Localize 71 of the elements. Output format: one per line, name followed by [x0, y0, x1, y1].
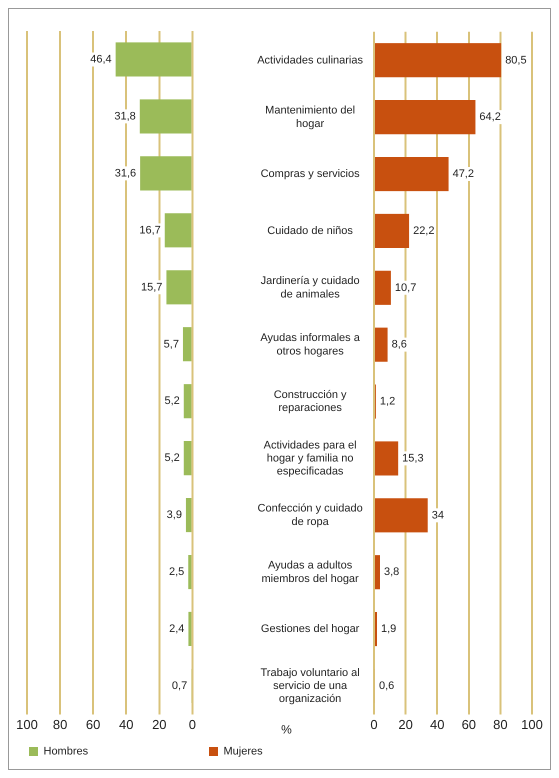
bar: [188, 612, 192, 646]
y-tick-label: Gestiones del hogar: [260, 623, 360, 636]
y-tick-label: Compras y servicios: [260, 168, 360, 180]
data-label: 16,7: [139, 224, 161, 236]
x-tick-label: 60: [86, 716, 100, 732]
x-axis-title: %: [281, 722, 292, 737]
bar: [375, 156, 449, 192]
x-tick-label: 80: [52, 716, 68, 732]
x-tick-label: 40: [430, 716, 444, 732]
y-tick-label: Trabajo voluntario al servicio de una organización: [260, 666, 360, 706]
data-label: 0,6: [378, 680, 394, 692]
bar: [375, 441, 398, 476]
data-label: 1,2: [380, 396, 396, 408]
x-tick-label: 100: [16, 716, 38, 732]
data-label: 10,7: [394, 282, 416, 294]
bar: [375, 100, 476, 134]
bar: [375, 270, 391, 305]
data-label: 46,4: [90, 54, 112, 66]
y-tick-label: Actividades para el hogar y familia no especificadas: [264, 439, 357, 478]
data-label: 64,2: [479, 111, 501, 124]
bar: [184, 384, 192, 418]
bar: [184, 441, 192, 476]
data-label: 15,3: [402, 452, 424, 464]
bar: [186, 498, 192, 532]
bar: [140, 156, 192, 190]
data-label: 22,2: [413, 224, 434, 237]
x-tick-label: 0: [188, 716, 196, 732]
data-label: 15,7: [141, 281, 162, 294]
data-label: 1,9: [381, 623, 396, 636]
data-label: 5,2: [164, 395, 180, 408]
data-label: 0,7: [172, 680, 188, 692]
y-tick-label: Ayudas a adultos miembros del hogar: [262, 560, 360, 585]
bar: [375, 498, 428, 532]
bar: [116, 42, 192, 77]
y-tick-label: Confección y cuidado de ropa: [258, 502, 363, 528]
bar: [188, 554, 192, 590]
bar: [375, 328, 388, 362]
bar: [166, 270, 192, 304]
y-tick-label: Ayudas informales a otros hogares: [260, 332, 361, 358]
x-tick-label: 40: [118, 716, 134, 732]
legend-label: Mujeres: [224, 746, 264, 758]
x-tick-label: 100: [521, 716, 543, 732]
bar: [375, 555, 380, 590]
y-tick-label: Cuidado de niños: [267, 224, 354, 237]
y-tick-label: Jardinería y cuidado de animales: [260, 275, 360, 300]
data-label: 3,8: [384, 566, 400, 578]
x-tick-label: 20: [398, 716, 413, 732]
data-label: 34: [432, 509, 444, 522]
data-label: 80,5: [505, 54, 527, 66]
bar: [375, 214, 410, 248]
data-label: 3,9: [166, 509, 182, 522]
data-label: 31,6: [114, 167, 136, 180]
bar: [182, 327, 192, 362]
data-label: 5,2: [164, 452, 180, 464]
bar: [164, 213, 192, 248]
y-tick-label: Actividades culinarias: [257, 54, 364, 66]
x-tick-label: 80: [493, 716, 508, 732]
data-label: 8,6: [392, 338, 407, 351]
y-tick-label: Construcción y reparaciones: [274, 388, 347, 414]
y-tick-label: Mantenimiento del hogar: [265, 104, 356, 130]
data-label: 5,7: [164, 338, 179, 350]
data-label: 47,2: [452, 168, 474, 180]
x-tick-label: 20: [152, 716, 167, 732]
x-tick-label: 0: [370, 716, 378, 732]
legend-label: Hombres: [44, 746, 89, 758]
data-label: 2,4: [169, 623, 184, 636]
x-tick-label: 60: [462, 716, 476, 732]
data-label: 2,5: [168, 566, 184, 578]
data-label: 31,8: [114, 110, 136, 122]
bar: [375, 43, 502, 78]
bar: [140, 99, 192, 134]
